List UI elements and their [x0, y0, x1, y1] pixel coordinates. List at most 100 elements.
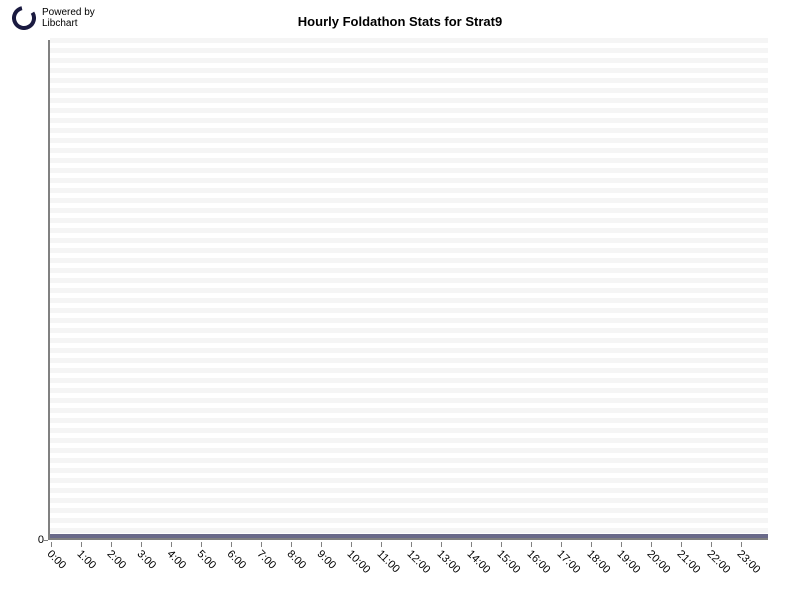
x-tick-label: 13:00: [435, 548, 463, 576]
grid-band: [50, 158, 768, 163]
chart-title: Hourly Foldathon Stats for Strat9: [0, 14, 800, 29]
x-tick-label: 1:00: [75, 548, 99, 572]
x-tick-label: 14:00: [465, 548, 493, 576]
grid-band: [50, 88, 768, 93]
x-tick-mark: [261, 542, 262, 547]
x-tick-mark: [291, 542, 292, 547]
x-tick-mark: [531, 542, 532, 547]
grid-band: [50, 388, 768, 393]
grid-band: [50, 238, 768, 243]
grid-band: [50, 228, 768, 233]
x-tick-label: 11:00: [375, 548, 402, 575]
y-tick-mark: [43, 540, 48, 541]
grid-band: [50, 398, 768, 403]
grid-band: [50, 508, 768, 513]
x-tick-label: 7:00: [255, 548, 279, 572]
grid-band: [50, 198, 768, 203]
grid-band: [50, 218, 768, 223]
grid-band: [50, 188, 768, 193]
x-tick-label: 20:00: [645, 548, 673, 576]
x-tick-mark: [381, 542, 382, 547]
x-tick-mark: [591, 542, 592, 547]
grid-band: [50, 68, 768, 73]
baseline-bar: [50, 534, 768, 538]
grid-band: [50, 58, 768, 63]
grid-band: [50, 308, 768, 313]
grid-band: [50, 338, 768, 343]
x-tick-mark: [681, 542, 682, 547]
x-tick-mark: [711, 542, 712, 547]
grid-band: [50, 268, 768, 273]
grid-band: [50, 418, 768, 423]
grid-band: [50, 458, 768, 463]
grid-band: [50, 318, 768, 323]
grid-band: [50, 258, 768, 263]
x-tick-mark: [141, 542, 142, 547]
grid-band: [50, 428, 768, 433]
grid-band: [50, 328, 768, 333]
x-tick-label: 0:00: [45, 548, 69, 572]
x-tick-label: 8:00: [285, 548, 309, 572]
x-tick-label: 17:00: [555, 548, 583, 576]
x-tick-mark: [471, 542, 472, 547]
x-tick-label: 4:00: [165, 548, 189, 572]
x-tick-label: 15:00: [495, 548, 523, 576]
x-tick-label: 16:00: [525, 548, 553, 576]
grid-band: [50, 478, 768, 483]
grid-band: [50, 38, 768, 43]
grid-band: [50, 48, 768, 53]
x-tick-label: 5:00: [195, 548, 219, 572]
x-tick-label: 21:00: [675, 548, 703, 576]
grid-band: [50, 378, 768, 383]
x-tick-mark: [171, 542, 172, 547]
x-tick-mark: [561, 542, 562, 547]
x-tick-mark: [411, 542, 412, 547]
grid-band: [50, 278, 768, 283]
x-tick-label: 23:00: [735, 548, 763, 576]
grid-band: [50, 108, 768, 113]
x-tick-mark: [351, 542, 352, 547]
grid-band: [50, 498, 768, 503]
grid-band: [50, 178, 768, 183]
grid-band: [50, 298, 768, 303]
grid-band: [50, 368, 768, 373]
x-tick-mark: [321, 542, 322, 547]
grid-band: [50, 468, 768, 473]
grid-band: [50, 168, 768, 173]
grid-band: [50, 438, 768, 443]
grid-band: [50, 408, 768, 413]
grid-band: [50, 288, 768, 293]
grid-band: [50, 528, 768, 533]
grid-band: [50, 118, 768, 123]
grid-band: [50, 358, 768, 363]
grid-band: [50, 148, 768, 153]
x-tick-label: 2:00: [105, 548, 129, 572]
grid-band: [50, 518, 768, 523]
grid-band: [50, 128, 768, 133]
grid-band: [50, 488, 768, 493]
x-tick-mark: [231, 542, 232, 547]
grid-band: [50, 208, 768, 213]
plot-area: [48, 40, 768, 540]
x-tick-mark: [741, 542, 742, 547]
x-tick-label: 18:00: [585, 548, 613, 576]
x-tick-label: 6:00: [225, 548, 249, 572]
x-tick-mark: [111, 542, 112, 547]
x-tick-mark: [651, 542, 652, 547]
x-tick-mark: [51, 542, 52, 547]
grid-band: [50, 138, 768, 143]
x-tick-mark: [621, 542, 622, 547]
x-tick-label: 10:00: [345, 548, 373, 576]
grid-band: [50, 248, 768, 253]
x-tick-mark: [501, 542, 502, 547]
x-tick-mark: [441, 542, 442, 547]
x-tick-label: 3:00: [135, 548, 159, 572]
x-tick-label: 19:00: [615, 548, 643, 576]
grid-band: [50, 448, 768, 453]
x-tick-mark: [81, 542, 82, 547]
x-tick-label: 22:00: [705, 548, 733, 576]
grid-band: [50, 78, 768, 83]
grid-band: [50, 98, 768, 103]
x-tick-label: 12:00: [405, 548, 433, 576]
x-tick-mark: [201, 542, 202, 547]
